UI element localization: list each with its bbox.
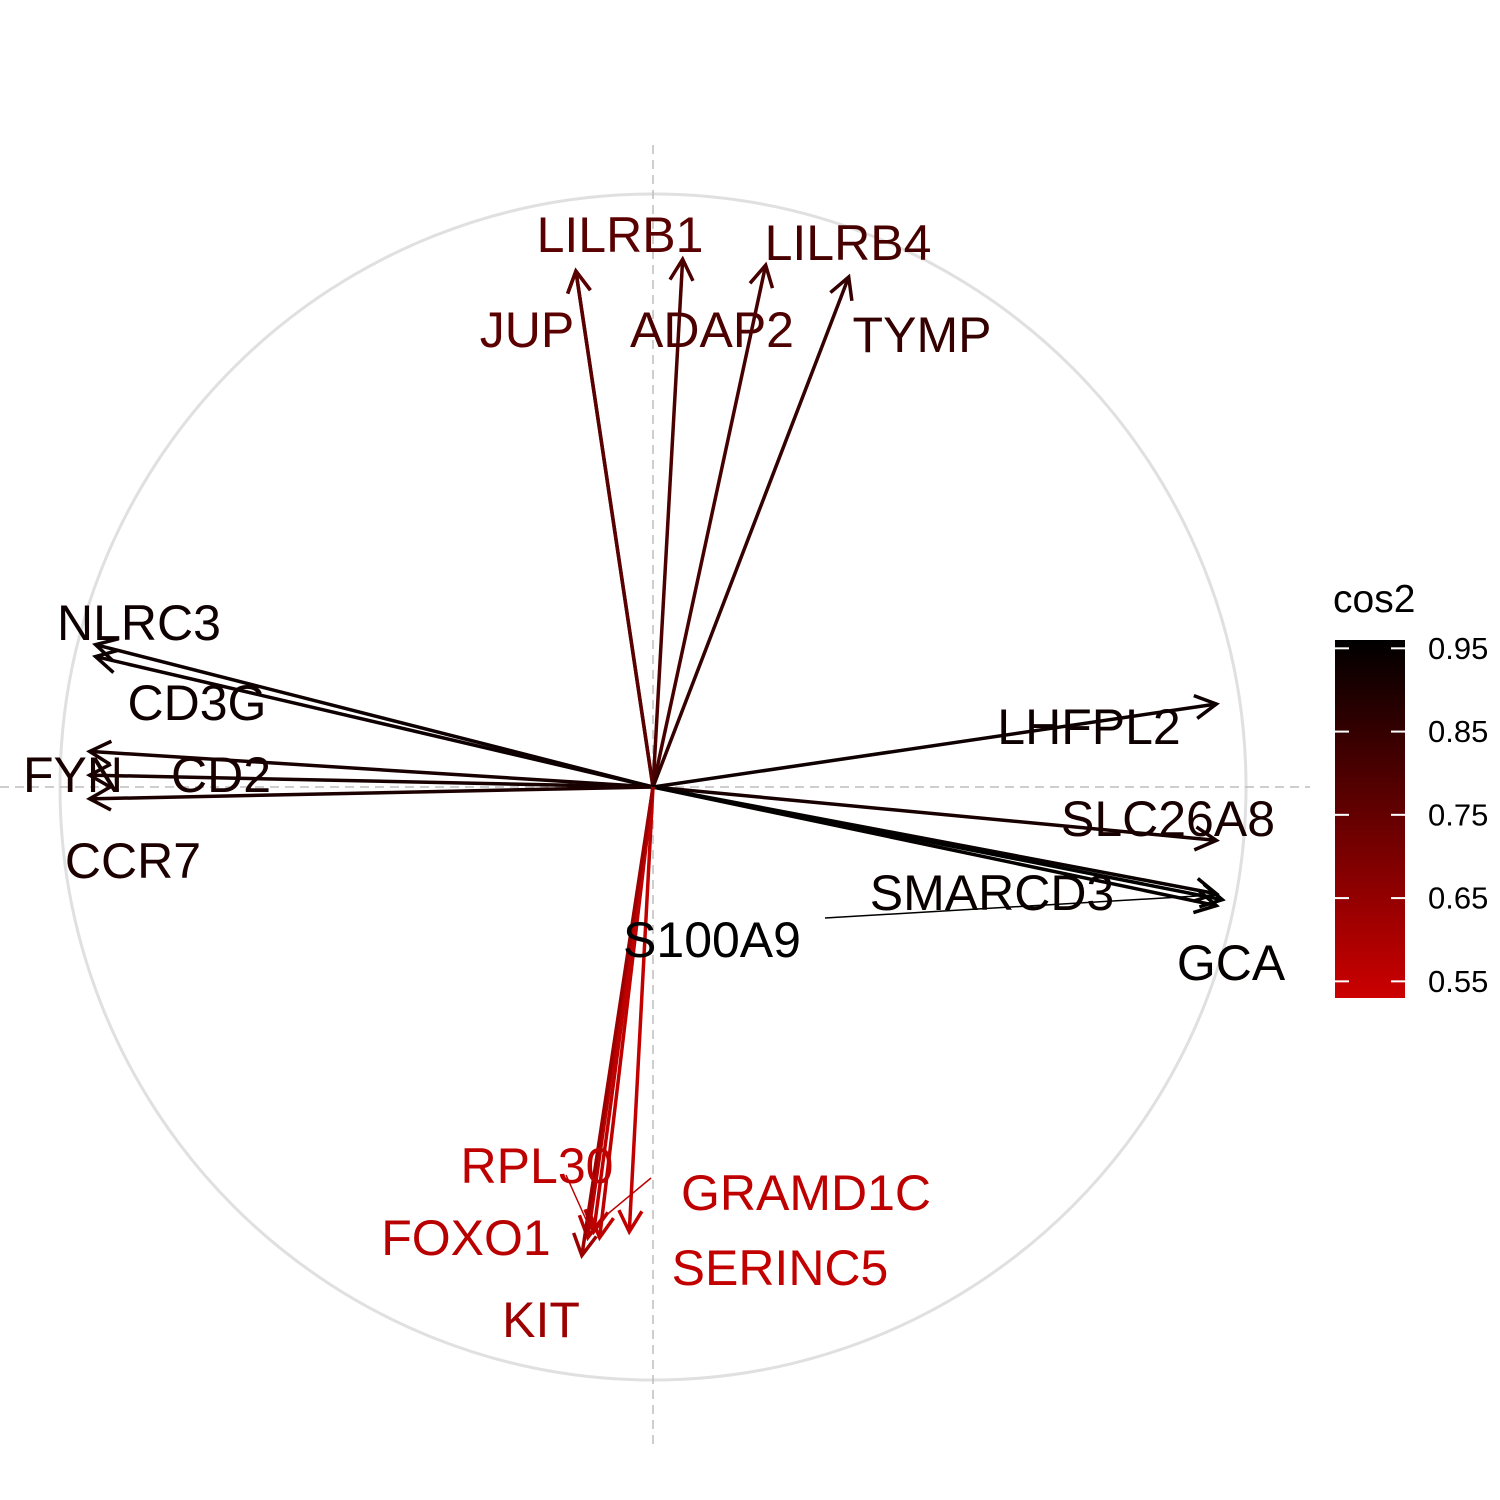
legend-tick: 0.65 <box>1335 881 1488 916</box>
arrow-head-slc26a8 <box>1193 825 1220 852</box>
label-lilrb1: LILRB1 <box>537 207 704 263</box>
arrow-shaft-lhfpl2 <box>652 702 1217 789</box>
label-nlrc3: NLRC3 <box>57 595 221 651</box>
arrow-shaft-fyn <box>89 749 654 789</box>
arrow-fyn <box>86 739 654 789</box>
arrow-ccr7 <box>86 785 654 812</box>
legend-tick-label: 0.85 <box>1428 714 1488 749</box>
label-jup: JUP <box>480 302 574 358</box>
arrow-shaft-lilrb4 <box>651 264 768 788</box>
label-cd2: CD2 <box>171 747 271 803</box>
arrow-shaft-ccr7 <box>89 785 654 801</box>
label-leader-lines <box>565 894 1215 1225</box>
arrow-head-kit <box>571 1232 598 1260</box>
arrow-shaft-adap2 <box>651 259 685 788</box>
arrow-lhfpl2 <box>652 694 1220 789</box>
arrow-adap2 <box>651 255 695 788</box>
label-fyn: FYN <box>23 747 123 803</box>
legend-tick: 0.55 <box>1335 964 1488 999</box>
arrow-head-ccr7 <box>86 785 112 812</box>
arrow-slc26a8 <box>652 785 1220 852</box>
arrow-head-adap2 <box>668 255 695 282</box>
label-tymp: TYMP <box>853 307 992 363</box>
arrow-shaft-gca <box>652 785 1217 908</box>
legend-tick: 0.75 <box>1335 797 1488 832</box>
label-foxo1: FOXO1 <box>381 1210 550 1266</box>
arrow-shaft-tymp <box>651 276 851 788</box>
arrow-serinc5 <box>617 786 655 1236</box>
color-bar <box>1335 640 1405 998</box>
cos2-legend: cos2 0.95 0.85 0.75 0.65 0.55 <box>1333 578 1488 999</box>
arrow-lilrb4 <box>651 261 775 788</box>
leader-line-s100a9 <box>824 894 1215 919</box>
arrow-head-lilrb4 <box>748 261 775 289</box>
legend-ticks: 0.95 0.85 0.75 0.65 0.55 <box>1335 631 1488 999</box>
arrow-kit <box>571 786 655 1260</box>
arrow-nlrc3 <box>92 637 654 789</box>
label-s100a9: S100A9 <box>623 912 801 968</box>
arrow-cd3g <box>92 648 654 789</box>
arrow-shaft-jup <box>574 270 655 788</box>
arrow-shaft-kit <box>580 786 655 1256</box>
arrow-head-serinc5 <box>617 1209 644 1236</box>
label-gca: GCA <box>1177 935 1286 991</box>
label-gramd1c: GRAMD1C <box>681 1165 931 1221</box>
arrow-shaft-serinc5 <box>627 786 655 1232</box>
arrow-tymp <box>651 273 854 788</box>
legend-tick-label: 0.95 <box>1428 631 1488 666</box>
arrow-head-tymp <box>829 273 854 302</box>
arrow-head-lhfpl2 <box>1193 694 1220 720</box>
legend-tick: 0.85 <box>1335 714 1488 749</box>
arrow-shaft-gramd1c <box>597 786 655 1238</box>
arrow-gramd1c <box>589 786 655 1242</box>
arrow-head-foxo1 <box>577 1214 604 1242</box>
label-serinc5: SERINC5 <box>672 1240 889 1296</box>
arrow-shaft-cd2 <box>89 773 654 789</box>
label-lhfpl2: LHFPL2 <box>997 699 1180 755</box>
label-kit: KIT <box>502 1292 580 1348</box>
arrow-head-jup <box>566 267 592 295</box>
label-lilrb4: LILRB4 <box>765 215 932 271</box>
arrow-head-cd3g <box>92 648 120 674</box>
arrow-head-cd2 <box>86 762 112 789</box>
legend-tick: 0.95 <box>1335 631 1488 666</box>
arrow-shaft-slc26a8 <box>652 785 1217 843</box>
label-adap2: ADAP2 <box>630 302 794 358</box>
arrow-cd2 <box>86 762 654 789</box>
label-rpl30: RPL30 <box>461 1138 614 1194</box>
leader-line-gramd1c <box>597 1177 652 1223</box>
label-smarcd3: SMARCD3 <box>870 865 1114 921</box>
arrow-jup <box>566 267 655 788</box>
legend-tick-label: 0.75 <box>1428 797 1488 832</box>
label-ccr7: CCR7 <box>65 833 201 889</box>
arrow-shaft-nlrc3 <box>95 642 654 789</box>
legend-tick-label: 0.65 <box>1428 881 1488 916</box>
arrow-head-nlrc3 <box>92 637 120 663</box>
arrow-head-gramd1c <box>589 1214 615 1242</box>
label-cd3g: CD3G <box>128 675 267 731</box>
arrow-head-fyn <box>86 739 113 766</box>
arrow-shaft-cd3g <box>95 654 654 789</box>
legend-tick-label: 0.55 <box>1428 964 1488 999</box>
label-slc26a8: SLC26A8 <box>1061 791 1275 847</box>
legend-title: cos2 <box>1333 578 1415 621</box>
leader-line-rpl30 <box>565 1174 589 1225</box>
variable-arrows <box>86 255 1226 1260</box>
